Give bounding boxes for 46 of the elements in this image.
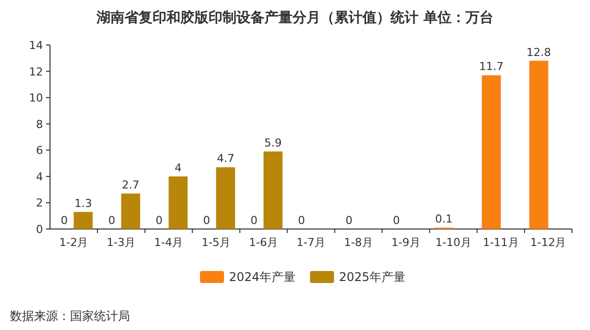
data-label: 0 (392, 214, 400, 227)
x-tick-label: 1-5月 (202, 236, 231, 249)
data-label: 2.7 (122, 178, 140, 192)
x-tick-label: 1-3月 (106, 236, 136, 249)
x-tick-label: 1-2月 (59, 236, 88, 249)
bar (264, 151, 283, 229)
data-label: 0 (108, 214, 116, 227)
bar (121, 194, 140, 229)
legend-label: 2025年产量 (339, 270, 406, 284)
x-tick-label: 1-7月 (296, 236, 326, 249)
data-label: 0 (60, 214, 68, 227)
data-label: 0.1 (435, 212, 453, 226)
x-tick-label: 1-9月 (391, 236, 420, 249)
y-tick-label: 12 (29, 65, 43, 78)
data-label: 4 (174, 161, 182, 174)
data-label: 11.7 (479, 60, 504, 74)
data-label: 0 (156, 214, 163, 227)
bar (168, 176, 188, 229)
y-tick-label: 4 (36, 170, 43, 184)
x-tick-label: 1-6月 (249, 236, 278, 249)
y-tick-label: 0 (36, 223, 43, 236)
data-label: 0 (250, 214, 258, 227)
data-label: 0 (203, 214, 210, 227)
bar (482, 75, 501, 229)
data-label: 12.8 (526, 46, 552, 59)
y-tick-label: 14 (29, 39, 43, 52)
chart-title: 湖南省复印和胶版印制设备产量分月（累计值）统计 单位：万台 (96, 9, 494, 26)
y-tick-label: 6 (36, 144, 43, 158)
source-note: 数据来源：国家统计局 (10, 309, 130, 323)
legend-label: 2024年产量 (229, 270, 296, 284)
x-tick-label: 1-10月 (435, 236, 472, 249)
bar (529, 60, 548, 229)
data-label: 1.3 (74, 196, 92, 210)
data-label: 4.7 (216, 152, 234, 166)
bar (74, 212, 93, 229)
data-label: 5.9 (264, 136, 282, 150)
data-label: 0 (298, 214, 306, 227)
bar (216, 167, 236, 229)
data-label: 0 (345, 214, 352, 227)
x-tick-label: 1-8月 (344, 236, 373, 249)
x-tick-label: 1-11月 (482, 236, 519, 249)
y-tick-label: 10 (29, 92, 43, 105)
x-tick-label: 1-4月 (154, 236, 184, 249)
y-tick-label: 8 (36, 118, 43, 131)
y-tick-label: 2 (36, 196, 43, 210)
x-tick-label: 1-12月 (530, 236, 566, 249)
